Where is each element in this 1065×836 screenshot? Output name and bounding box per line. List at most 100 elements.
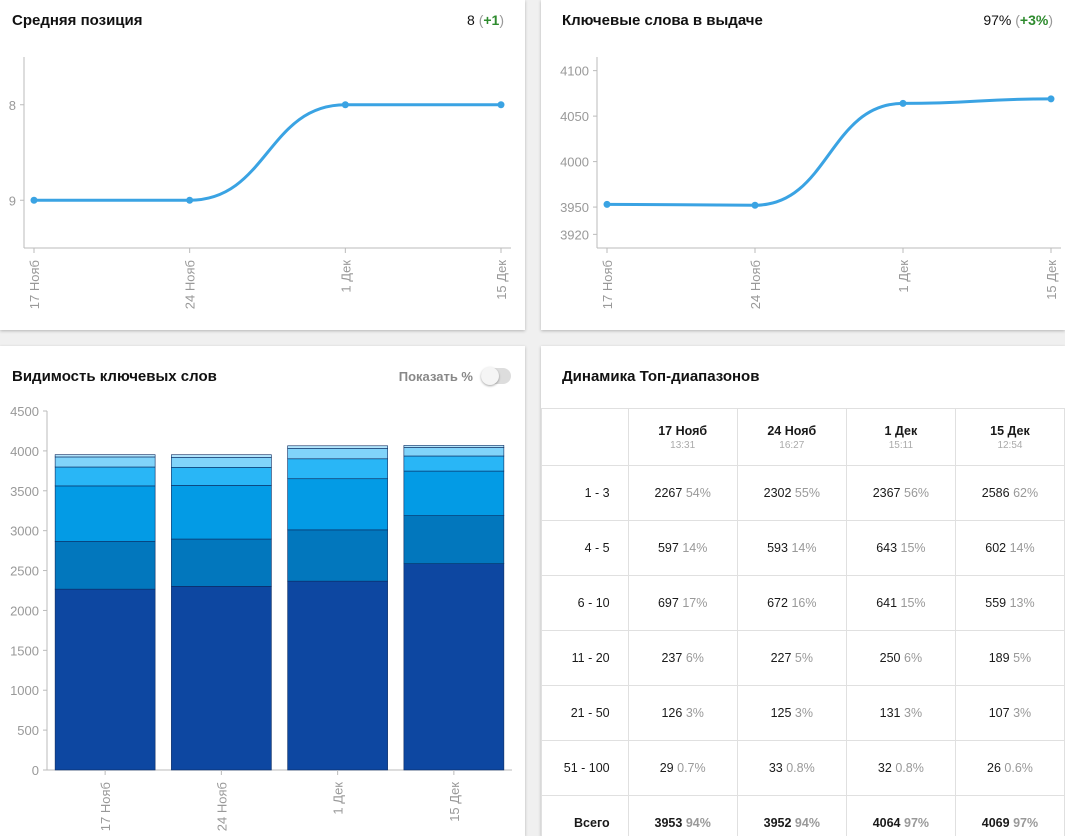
column-header: 24 Нояб 16:27 — [736, 408, 847, 466]
cell-percent: 14% — [791, 541, 817, 555]
column-date: 15 Дек — [990, 423, 1030, 438]
y-tick-label: 3000 — [10, 524, 39, 539]
x-tick-label: 24 Нояб — [214, 782, 229, 831]
table-cell: 107 3% — [954, 685, 1065, 741]
bar-segment — [54, 588, 156, 771]
visibility-title: Видимость ключевых слов — [12, 368, 217, 385]
keywords-card: Ключевые слова в выдаче 97% (+3%) 3920 39… — [541, 0, 1065, 330]
bar-segment — [171, 485, 272, 540]
avg-position-title: Средняя позиция — [12, 12, 143, 29]
table-cell: 2267 54% — [627, 465, 738, 521]
y-tick-label: 3500 — [10, 484, 39, 499]
table-cell: 26 0.6% — [954, 740, 1065, 796]
show-percent-control[interactable]: Показать % — [398, 367, 511, 385]
x-tick-label: 24 Нояб — [748, 260, 763, 309]
cell-count: 643 — [876, 541, 898, 555]
y-tick-label: 500 — [17, 723, 39, 738]
x-tick-label: 1 Дек — [338, 260, 353, 293]
show-percent-label: Показать % — [398, 368, 473, 384]
bar-segment — [403, 515, 505, 564]
column-header: 1 Дек 15:11 — [845, 408, 956, 466]
row-label: 4 - 5 — [541, 520, 629, 576]
table-cell: 125 3% — [736, 685, 847, 741]
y-tick-label: 4000 — [560, 155, 589, 170]
cell-count: 697 — [657, 596, 679, 610]
cell-count: 26 — [987, 761, 1001, 775]
column-time: 15:11 — [888, 439, 914, 451]
data-point — [899, 99, 907, 107]
data-point — [497, 101, 505, 109]
toggle-knob[interactable] — [481, 367, 499, 385]
cell-percent: 14% — [682, 541, 708, 555]
table-cell: 2302 55% — [736, 465, 847, 521]
x-tick-label: 17 Нояб — [600, 260, 615, 309]
cell-percent: 0.8% — [895, 761, 924, 775]
row-label: 1 - 3 — [541, 465, 629, 521]
column-date: 1 Дек — [884, 423, 918, 438]
cell-percent: 13% — [1009, 596, 1035, 610]
y-tick-label: 0 — [32, 763, 39, 778]
cell-count: 189 — [988, 651, 1010, 665]
column-time: 16:27 — [779, 439, 805, 451]
table-cell: 237 6% — [627, 630, 738, 686]
cell-count: 641 — [876, 596, 898, 610]
bar-segment — [54, 456, 156, 468]
y-tick-label: 4000 — [10, 444, 39, 459]
cell-count: 33 — [768, 761, 783, 775]
table-row: 4 - 5 597 14% 593 14% 643 15% 602 14% — [541, 520, 1065, 576]
row-label: 6 - 10 — [541, 575, 629, 631]
keywords-title: Ключевые слова в выдаче — [562, 12, 763, 29]
cell-percent: 5% — [794, 651, 813, 665]
cell-percent: 5% — [1013, 651, 1032, 665]
show-percent-toggle[interactable] — [481, 367, 511, 385]
x-tick-label: 17 Нояб — [27, 260, 42, 309]
bar-segment — [403, 445, 505, 448]
cell-percent: 6% — [904, 651, 923, 665]
cell-percent: 54% — [685, 486, 711, 500]
data-point — [751, 201, 759, 209]
cell-count: 29 — [659, 761, 674, 775]
cell-percent: 3% — [794, 706, 813, 720]
cell-percent: 3% — [904, 706, 923, 720]
column-header: 17 Нояб 13:31 — [627, 408, 738, 466]
bar-segment — [287, 458, 388, 480]
table-cell: 4069 97% — [954, 795, 1065, 836]
cell-count: 597 — [657, 541, 679, 555]
y-tick-label: 9 — [9, 193, 16, 208]
bar-segment — [54, 541, 156, 590]
data-point — [30, 196, 38, 204]
row-label: 51 - 100 — [541, 740, 629, 796]
keywords-metric: 97% (+3%) — [983, 12, 1053, 28]
cell-count: 672 — [767, 596, 788, 610]
table-row: 6 - 10 697 17% 672 16% 641 15% 559 13% — [541, 575, 1065, 631]
visibility-chart: 0 500 1000 1500 2000 2500 3000 3500 4000 4500 17 Н… — [10, 404, 512, 831]
cell-percent: 0.7% — [677, 761, 706, 775]
cell-percent: 14% — [1009, 541, 1035, 555]
bar-segment — [54, 485, 156, 542]
table-cell: 4064 97% — [845, 795, 956, 836]
cell-count: 3952 — [763, 816, 792, 830]
cell-count: 125 — [770, 706, 792, 720]
x-tick-label: 1 Дек — [896, 260, 911, 293]
table-cell: 131 3% — [845, 685, 956, 741]
row-label: Всего — [541, 795, 629, 836]
table-cell: 597 14% — [627, 520, 738, 576]
keywords-value: 97% — [983, 12, 1012, 28]
cell-count: 4064 — [872, 816, 901, 830]
row-label: 11 - 20 — [541, 630, 629, 686]
cell-percent: 62% — [1013, 486, 1039, 500]
cell-count: 2267 — [654, 486, 683, 500]
x-tick-label: 15 Дек — [447, 782, 462, 822]
cell-count: 4069 — [981, 816, 1010, 830]
y-tick-label: 4050 — [560, 109, 589, 124]
cell-count: 131 — [879, 706, 901, 720]
x-tick-label: 17 Нояб — [98, 782, 113, 831]
y-tick-label: 8 — [9, 98, 16, 113]
column-date: 17 Нояб — [658, 423, 708, 438]
x-tick-label: 1 Дек — [331, 782, 346, 815]
cell-percent: 3% — [685, 706, 704, 720]
column-time: 12:54 — [997, 439, 1023, 451]
table-cell: 672 16% — [736, 575, 847, 631]
table-cell: 3953 94% — [627, 795, 738, 836]
data-point — [1047, 95, 1055, 103]
